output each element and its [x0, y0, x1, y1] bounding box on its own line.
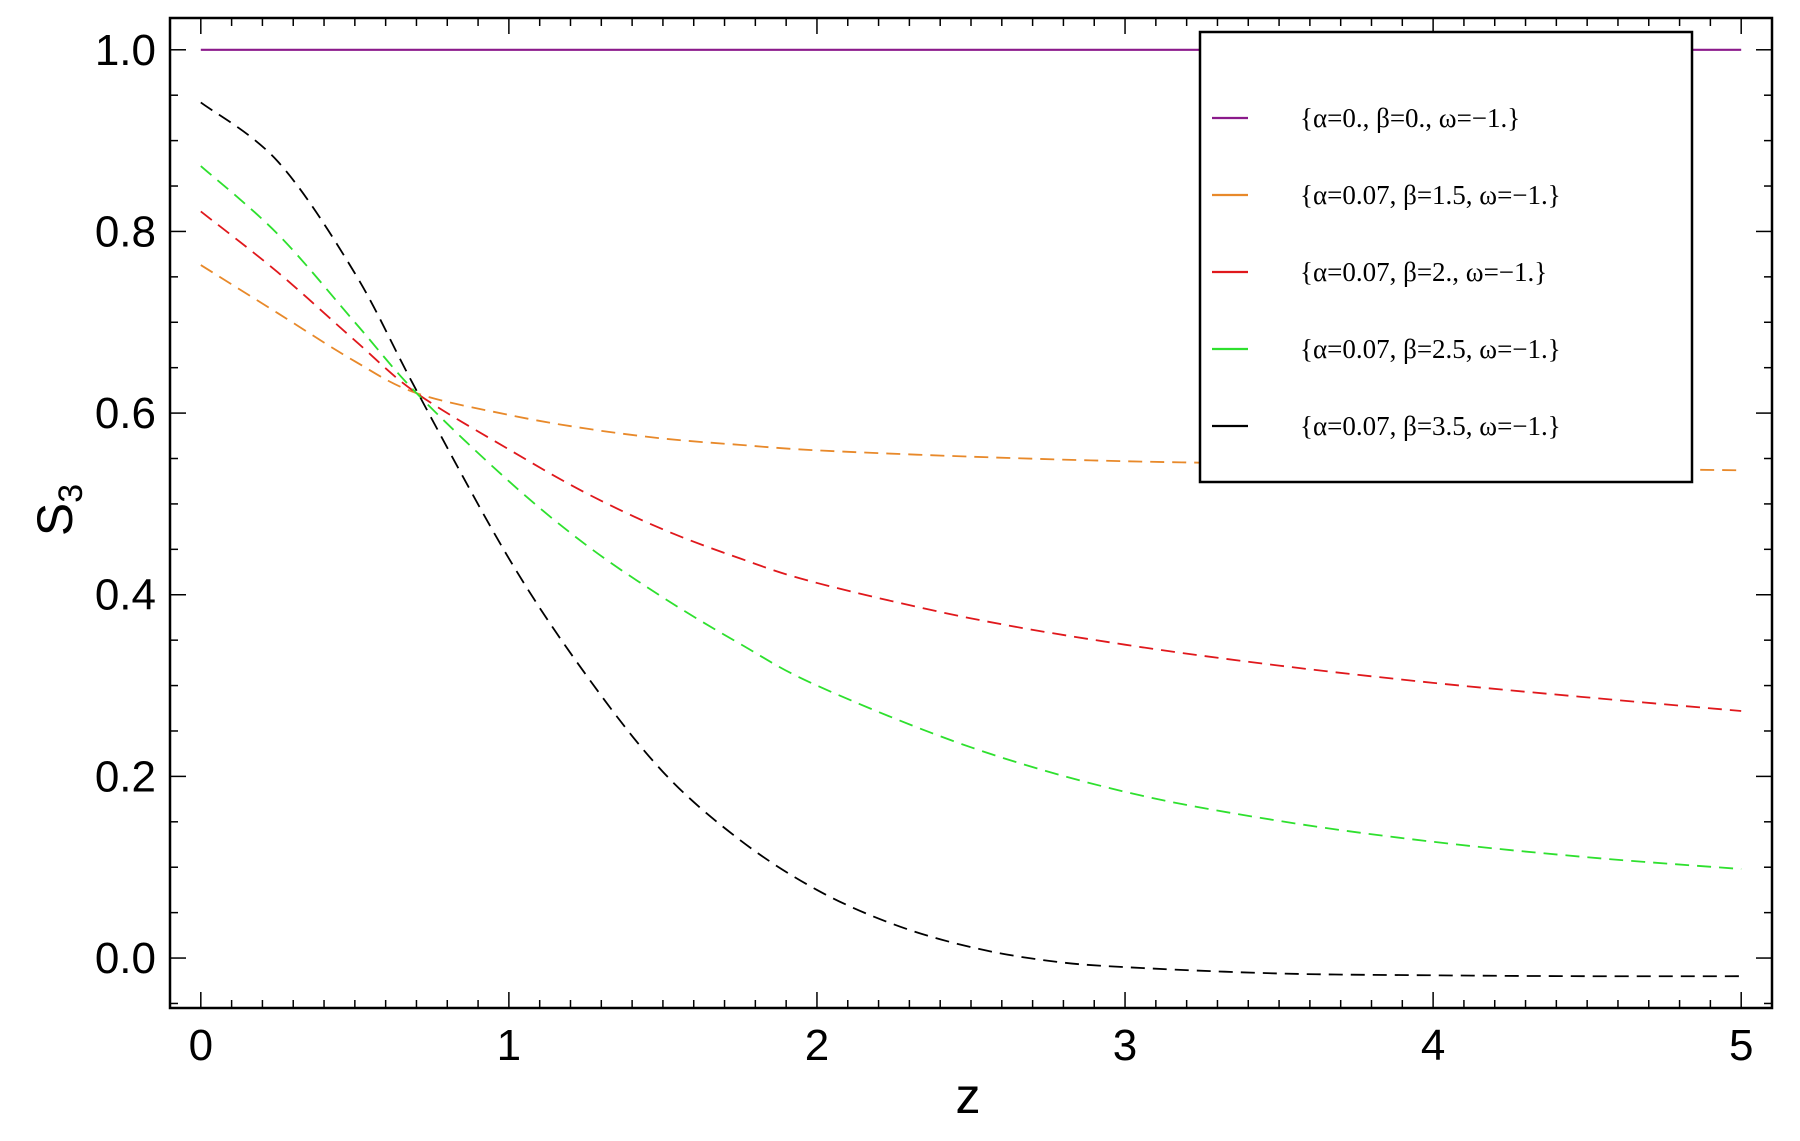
legend-label-5: {α=0.07, β=3.5, ω=−1.}	[1300, 411, 1561, 441]
y-tick-label: 0.2	[95, 752, 156, 801]
series-line-4	[200, 165, 1742, 870]
y-tick-label: 0.8	[95, 207, 156, 256]
legend-label-1: {α=0., β=0., ω=−1.}	[1300, 103, 1520, 133]
y-tick-label: 1.0	[95, 26, 156, 75]
legend: {α=0., β=0., ω=−1.} {α=0.07, β=1.5, ω=−1.…	[1198, 30, 1694, 484]
series-line-2	[200, 264, 1742, 472]
x-tick-label: 0	[189, 1021, 213, 1070]
y-tick-label: 0.0	[95, 934, 156, 983]
x-axis-label: z	[956, 1068, 981, 1124]
series-line-3	[200, 210, 1742, 712]
x-tick-label: 1	[497, 1021, 521, 1070]
x-tick-label: 5	[1729, 1021, 1753, 1070]
y-tick-label: 0.6	[95, 389, 156, 438]
tick-marks	[169, 18, 1773, 1008]
legend-box	[1198, 30, 1694, 484]
y-axis-label: S3	[27, 484, 90, 536]
x-tick-label: 2	[805, 1021, 829, 1070]
tick-labels: 0 1 2 3 4 5 0.0 0.2 0.4 0.6 0.8 1.0	[95, 26, 1754, 1070]
series-line-5	[200, 101, 1742, 978]
x-tick-label: 4	[1421, 1021, 1445, 1070]
legend-label-3: {α=0.07, β=2., ω=−1.}	[1300, 257, 1547, 287]
legend-label-2: {α=0.07, β=1.5, ω=−1.}	[1300, 180, 1561, 210]
legend-label-4: {α=0.07, β=2.5, ω=−1.}	[1300, 334, 1561, 364]
y-tick-label: 0.4	[95, 571, 156, 620]
x-tick-label: 3	[1113, 1021, 1137, 1070]
